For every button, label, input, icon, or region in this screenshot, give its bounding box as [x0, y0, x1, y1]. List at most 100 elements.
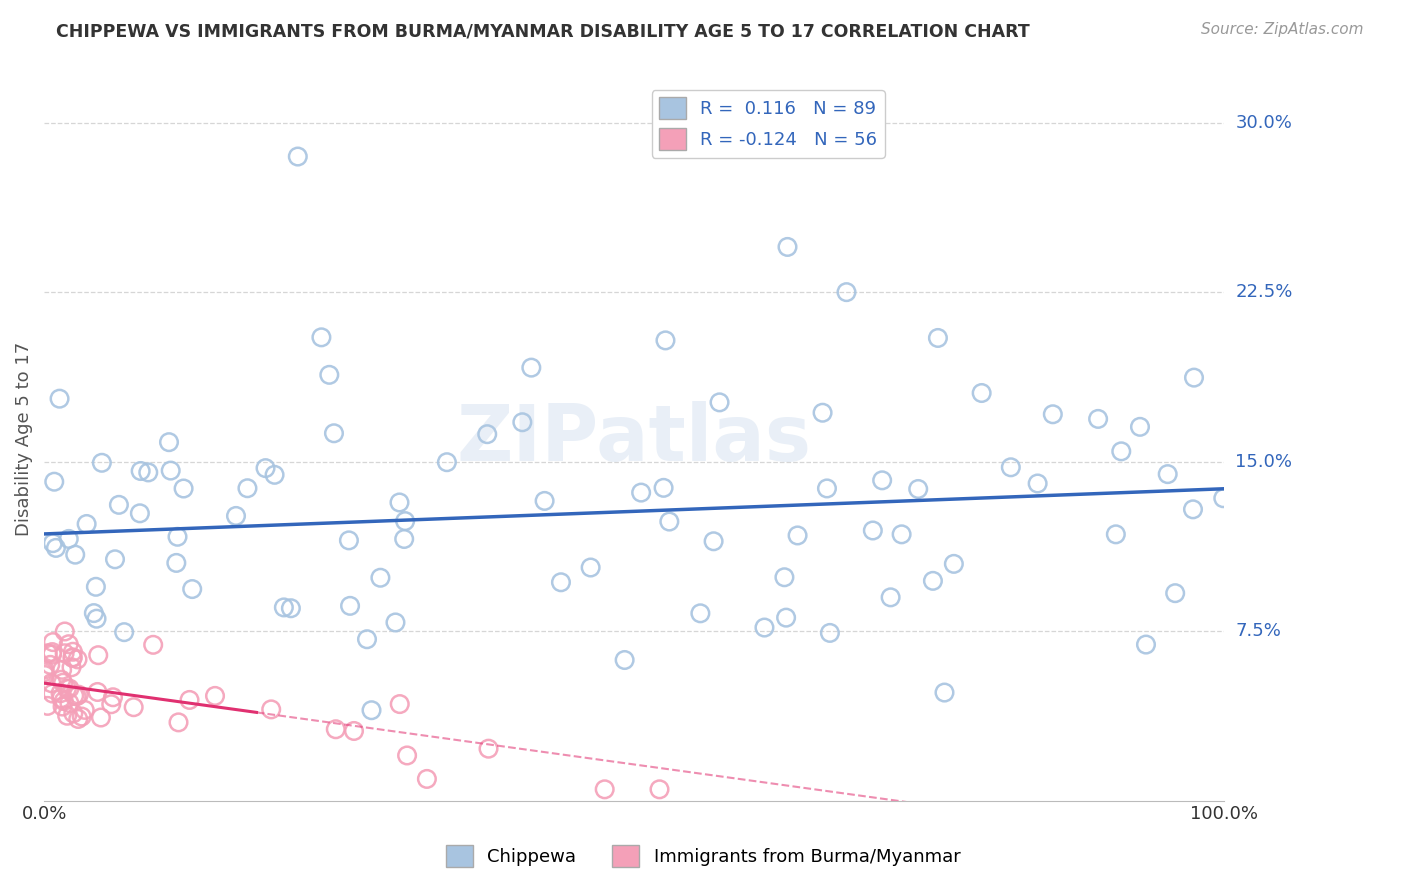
Point	[260, 702, 283, 716]
Point	[1026, 476, 1049, 491]
Point	[67, 688, 90, 702]
Point	[90, 710, 112, 724]
Point	[129, 464, 152, 478]
Point	[42, 635, 65, 649]
Point	[394, 514, 416, 528]
Point	[86, 612, 108, 626]
Point	[360, 703, 382, 717]
Point	[311, 330, 333, 344]
Point	[1129, 420, 1152, 434]
Point	[41, 687, 63, 701]
Point	[142, 638, 165, 652]
Point	[648, 782, 671, 797]
Point	[104, 552, 127, 566]
Point	[280, 601, 302, 615]
Point	[754, 621, 776, 635]
Point	[34, 668, 56, 682]
Point	[263, 467, 285, 482]
Point	[58, 696, 80, 710]
Point	[83, 606, 105, 620]
Point	[45, 541, 67, 555]
Point	[32, 665, 55, 680]
Point	[1157, 467, 1180, 482]
Point	[550, 575, 572, 590]
Point	[122, 700, 145, 714]
Text: 7.5%: 7.5%	[1236, 622, 1281, 640]
Point	[776, 240, 799, 254]
Point	[62, 650, 84, 665]
Point	[273, 600, 295, 615]
Text: 15.0%: 15.0%	[1236, 452, 1292, 471]
Point	[970, 386, 993, 401]
Point	[370, 571, 392, 585]
Point	[1105, 527, 1128, 541]
Point	[922, 574, 945, 588]
Point	[325, 723, 347, 737]
Point	[70, 709, 93, 723]
Point	[84, 580, 107, 594]
Point	[934, 685, 956, 699]
Point	[927, 331, 949, 345]
Point	[654, 334, 676, 348]
Point	[41, 648, 63, 662]
Point	[37, 646, 59, 660]
Point	[879, 591, 901, 605]
Point	[62, 706, 84, 721]
Point	[815, 482, 838, 496]
Point	[108, 498, 131, 512]
Point	[512, 415, 534, 429]
Text: 30.0%: 30.0%	[1236, 113, 1292, 132]
Y-axis label: Disability Age 5 to 17: Disability Age 5 to 17	[15, 342, 32, 536]
Point	[811, 406, 834, 420]
Point	[907, 482, 929, 496]
Point	[862, 524, 884, 538]
Point	[942, 557, 965, 571]
Point	[773, 570, 796, 584]
Point	[1182, 502, 1205, 516]
Point	[786, 528, 808, 542]
Point	[1182, 370, 1205, 384]
Point	[58, 532, 80, 546]
Point	[49, 686, 72, 700]
Point	[384, 615, 406, 630]
Point	[287, 149, 309, 163]
Point	[343, 723, 366, 738]
Point	[323, 426, 346, 441]
Point	[66, 690, 89, 704]
Text: ZIPatlas: ZIPatlas	[457, 401, 811, 477]
Point	[1164, 586, 1187, 600]
Point	[870, 473, 893, 487]
Point	[62, 651, 84, 665]
Point	[416, 772, 439, 786]
Point	[41, 676, 63, 690]
Point	[477, 427, 499, 442]
Point	[52, 675, 75, 690]
Point	[593, 782, 616, 797]
Point	[87, 648, 110, 663]
Point	[630, 485, 652, 500]
Point	[835, 285, 858, 300]
Point	[1087, 412, 1109, 426]
Point	[236, 481, 259, 495]
Point	[37, 698, 59, 713]
Point	[39, 657, 62, 672]
Point	[388, 495, 411, 509]
Legend: Chippewa, Immigrants from Burma/Myanmar: Chippewa, Immigrants from Burma/Myanmar	[439, 838, 967, 874]
Point	[128, 506, 150, 520]
Point	[613, 653, 636, 667]
Point	[52, 699, 75, 714]
Point	[63, 689, 86, 703]
Point	[1135, 638, 1157, 652]
Point	[167, 715, 190, 730]
Point	[159, 464, 181, 478]
Point	[52, 694, 75, 708]
Point	[204, 689, 226, 703]
Point	[166, 530, 188, 544]
Point	[112, 625, 135, 640]
Point	[652, 481, 675, 495]
Point	[73, 703, 96, 717]
Point	[51, 663, 73, 677]
Point	[165, 556, 187, 570]
Point	[62, 645, 84, 659]
Point	[520, 360, 543, 375]
